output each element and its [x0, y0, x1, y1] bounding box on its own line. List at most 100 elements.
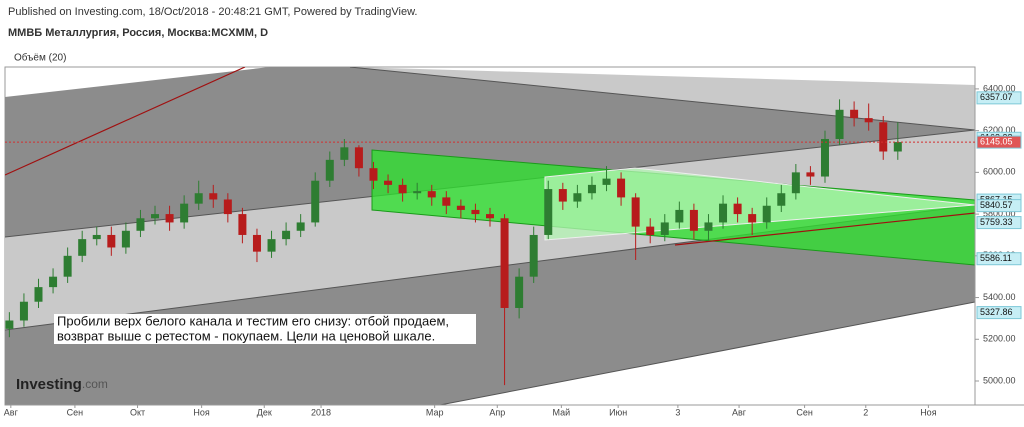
x-tick-label: 3: [675, 407, 680, 417]
price-label-box: [976, 252, 1022, 266]
channel-band: [5, 67, 975, 237]
y-tick-label: 6000.00: [983, 167, 1016, 177]
candle-body: [19, 301, 28, 321]
candle-body: [777, 193, 786, 206]
candle-body: [223, 199, 232, 215]
candle-body: [325, 159, 334, 181]
x-tick-label: Авг: [732, 407, 747, 417]
candle-body: [558, 189, 567, 202]
y-tick-label: 5800.00: [983, 208, 1016, 218]
candle-body: [631, 197, 640, 227]
candle-body: [456, 205, 465, 210]
price-label-box: [976, 216, 1022, 230]
candle-body: [864, 118, 873, 123]
candle-body: [121, 230, 130, 248]
x-tick-label: Ноя: [193, 407, 210, 417]
channel-band: [5, 205, 975, 405]
candle-body: [748, 214, 757, 223]
candle-body: [660, 222, 669, 235]
price-label: 6357.07: [980, 92, 1013, 102]
candle-body: [384, 180, 393, 185]
candle-body: [398, 184, 407, 194]
candle-body: [704, 222, 713, 231]
candle-body: [136, 218, 145, 231]
candle-body: [646, 226, 655, 235]
candle-body: [529, 234, 538, 277]
candle-body: [180, 203, 189, 223]
y-tick-label: 5200.00: [983, 334, 1016, 344]
candle-body: [587, 184, 596, 194]
candle-body: [733, 203, 742, 215]
candle-body: [354, 147, 363, 169]
candle-body: [238, 214, 247, 235]
candle-body: [311, 180, 320, 223]
candle-body: [893, 142, 902, 152]
price-label: 6145.05: [980, 136, 1013, 146]
x-tick-label: Авг: [4, 407, 19, 417]
trend-line: [674, 212, 975, 246]
candle-body: [689, 209, 698, 231]
candle-body: [573, 193, 582, 202]
candle-body: [544, 189, 553, 235]
y-tick-label: 6400.00: [983, 83, 1016, 93]
candle-body: [282, 230, 291, 240]
candle-body: [602, 178, 611, 185]
candle-body: [471, 209, 480, 215]
candle-body: [486, 214, 494, 219]
x-tick-label: 2018: [311, 407, 331, 417]
candle-body: [252, 234, 261, 252]
logo: Investing.com: [16, 376, 108, 393]
header: Published on Investing.com, 18/Oct/2018 …: [8, 6, 417, 18]
y-tick-label: 5000.00: [983, 375, 1016, 385]
candle-body: [92, 234, 101, 240]
price-label-box: [976, 199, 1022, 213]
candle-body: [194, 193, 203, 204]
annotation-box: [54, 314, 476, 344]
candle-body: [209, 193, 218, 200]
x-tick-label: Сен: [67, 407, 84, 417]
channel-line: [439, 301, 975, 405]
price-label: 5586.11: [980, 253, 1012, 263]
candle-body: [762, 205, 771, 223]
candle-body: [791, 172, 800, 194]
x-tick-label: Май: [553, 407, 571, 417]
candle-body: [413, 191, 422, 194]
candle-body: [369, 168, 378, 181]
price-label-box: [976, 306, 1022, 320]
candle-body: [719, 203, 728, 223]
candle-body: [617, 178, 626, 198]
y-tick-label: 6200.00: [983, 125, 1016, 135]
volume-label: Объём (20): [14, 52, 66, 64]
candle-body: [427, 191, 436, 198]
candle-body: [63, 255, 72, 277]
candle-body: [442, 197, 451, 206]
price-label-box: [976, 91, 1022, 105]
x-tick-label: Апр: [489, 407, 505, 417]
candle-body: [267, 239, 276, 252]
candle-body: [515, 276, 524, 308]
candles: [5, 99, 902, 386]
price-label: 5759.33: [980, 217, 1013, 227]
candle-body: [5, 320, 14, 329]
candle-body: [296, 222, 305, 231]
candle-body: [500, 218, 509, 308]
candle-body: [806, 172, 815, 177]
candle-body: [879, 122, 888, 152]
price-label-box: [976, 135, 1022, 149]
price-label: 5327.86: [980, 307, 1013, 317]
candle-body: [835, 109, 844, 139]
annotation: возврат выше с ретестом - покупаем. Цели…: [57, 328, 435, 343]
x-tick-label: Сен: [796, 407, 813, 417]
candle-body: [340, 147, 349, 160]
drawings: [5, 67, 975, 405]
price-label: 5840.57: [980, 200, 1013, 210]
x-tick-label: Мар: [426, 407, 444, 417]
candle-body: [151, 214, 160, 219]
x-tick-label: Дек: [257, 407, 272, 417]
x-tick-label: Ноя: [920, 407, 937, 417]
candle-body: [675, 209, 684, 223]
candle-body: [165, 214, 174, 223]
x-tick-label: Июн: [609, 407, 627, 417]
chart-title: ММВБ Металлургия, Россия, Москва:MCXMM, …: [8, 27, 268, 39]
